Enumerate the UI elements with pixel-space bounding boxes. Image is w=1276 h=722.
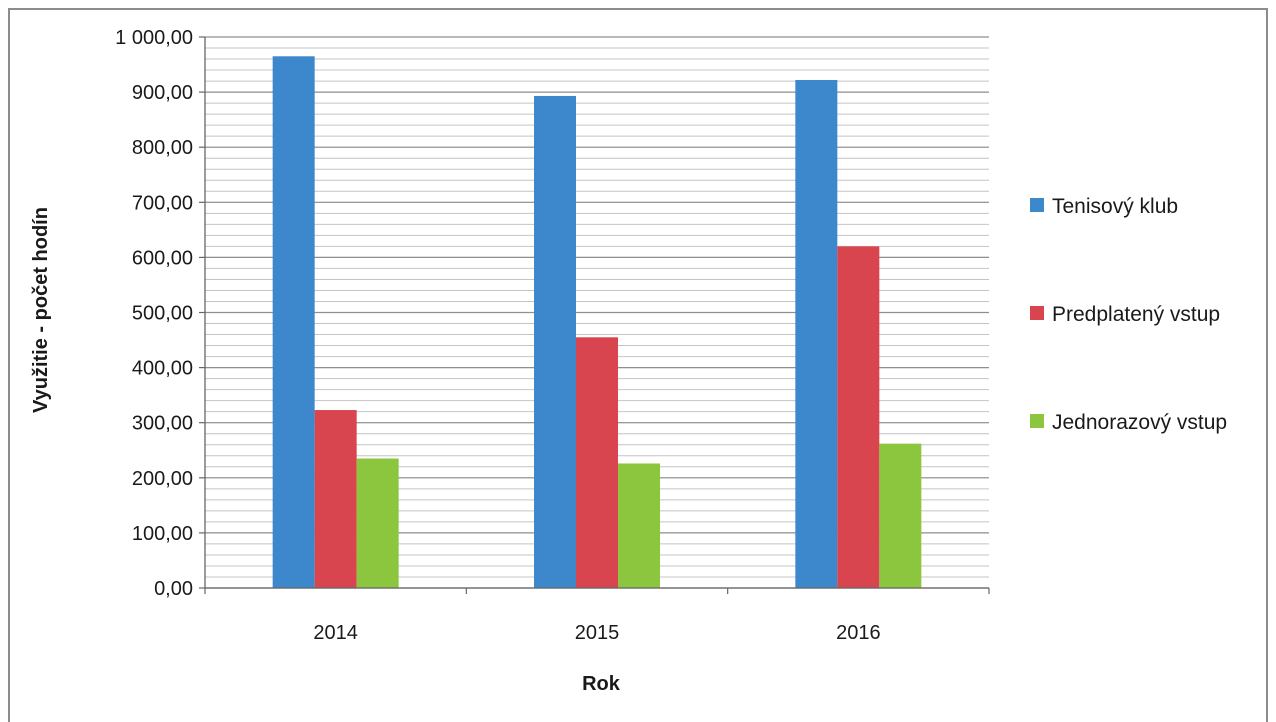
bar-2016-predplatený-vstup xyxy=(837,246,880,588)
legend-label: Predplatený vstup xyxy=(1052,303,1220,326)
bar-2014-jednorazový-vstup xyxy=(356,458,399,588)
y-tick-label: 600,00 xyxy=(132,247,193,269)
y-tick-label: 800,00 xyxy=(132,137,193,159)
bar-2015-predplatený-vstup xyxy=(576,337,618,588)
x-tick-label: 2014 xyxy=(313,622,358,644)
y-tick-label: 400,00 xyxy=(132,358,193,380)
bars xyxy=(272,56,922,589)
axes xyxy=(199,36,990,594)
y-tick-label: 500,00 xyxy=(132,303,193,325)
legend-label: Tenisový klub xyxy=(1052,195,1178,218)
x-tick-labels: 2014 2015 2016 xyxy=(313,622,880,644)
y-tick-label: 0,00 xyxy=(154,578,193,600)
bar-2015-jednorazový-vstup xyxy=(618,463,660,588)
legend-swatch xyxy=(1030,414,1044,428)
legend-swatch xyxy=(1030,198,1044,212)
x-axis-title: Rok xyxy=(582,673,621,695)
legend-label: Jednorazový vstup xyxy=(1052,411,1227,434)
chart-frame xyxy=(8,8,1268,722)
y-tick-label: 1 000,00 xyxy=(115,27,193,49)
x-tick-label: 2016 xyxy=(836,622,881,644)
y-tick-label: 700,00 xyxy=(132,192,193,214)
bar-2016-tenisový-klub xyxy=(795,79,838,588)
bar-2015-tenisový-klub xyxy=(534,95,576,588)
y-tick-label: 300,00 xyxy=(132,413,193,435)
bar-2014-predplatený-vstup xyxy=(314,410,357,588)
bar-2016-jednorazový-vstup xyxy=(879,443,922,588)
x-tick-label: 2015 xyxy=(575,622,620,644)
y-axis-title: Využitie - počet hodín xyxy=(30,207,52,413)
bar-2014-tenisový-klub xyxy=(272,56,315,589)
y-tick-labels: 0,00 100,00 200,00 300,00 400,00 500,00 600,00… xyxy=(115,27,193,600)
y-tick-label: 900,00 xyxy=(132,82,193,104)
legend-swatch xyxy=(1030,306,1044,320)
legend: Tenisový klub Predplatený vstup Jednorazov… xyxy=(1030,195,1227,434)
y-tick-label: 100,00 xyxy=(132,523,193,545)
y-tick-label: 200,00 xyxy=(132,468,193,490)
